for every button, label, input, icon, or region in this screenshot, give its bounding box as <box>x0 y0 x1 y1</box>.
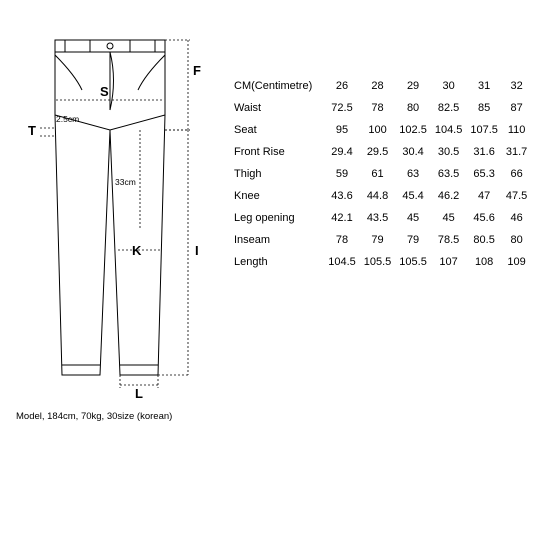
table-cell: 105.5 <box>360 251 396 273</box>
table-cell: 80.5 <box>466 229 502 251</box>
table-cell: 78 <box>360 97 396 119</box>
table-cell: Length <box>230 251 324 273</box>
label-f: F <box>193 63 201 78</box>
table-cell: Inseam <box>230 229 324 251</box>
table-cell: 45.6 <box>466 207 502 229</box>
table-cell: Seat <box>230 119 324 141</box>
table-cell: 43.5 <box>360 207 396 229</box>
table-cell: 30.4 <box>395 141 431 163</box>
main-container: S F T 2.5cm 33cm K I L Model, 184cm, 70k… <box>0 0 554 432</box>
label-k: K <box>132 243 142 258</box>
pants-diagram-panel: S F T 2.5cm 33cm K I L Model, 184cm, 70k… <box>10 20 220 422</box>
table-row: Seat95100102.5104.5107.5110 <box>230 119 531 141</box>
table-cell: 80 <box>502 229 531 251</box>
table-cell: 102.5 <box>395 119 431 141</box>
table-cell: 82.5 <box>431 97 467 119</box>
table-header-cell: 28 <box>360 75 396 97</box>
table-cell: 44.8 <box>360 185 396 207</box>
table-cell: 108 <box>466 251 502 273</box>
table-cell: 45.4 <box>395 185 431 207</box>
size-table-panel: CM(Centimetre)262829303132Waist72.578808… <box>220 20 531 273</box>
label-t-cm: 2.5cm <box>56 114 79 124</box>
table-cell: 42.1 <box>324 207 360 229</box>
table-header-row: CM(Centimetre)262829303132 <box>230 75 531 97</box>
label-s: S <box>100 84 109 99</box>
table-header-cell: 30 <box>431 75 467 97</box>
table-cell: 79 <box>360 229 396 251</box>
table-cell: 66 <box>502 163 531 185</box>
table-header-cell: 26 <box>324 75 360 97</box>
table-cell: 109 <box>502 251 531 273</box>
table-cell: 46.2 <box>431 185 467 207</box>
table-cell: 29.4 <box>324 141 360 163</box>
table-cell: 107.5 <box>466 119 502 141</box>
table-row: Knee43.644.845.446.24747.5 <box>230 185 531 207</box>
table-cell: Leg opening <box>230 207 324 229</box>
table-cell: Waist <box>230 97 324 119</box>
table-cell: 47 <box>466 185 502 207</box>
table-cell: 31.7 <box>502 141 531 163</box>
table-cell: 65.3 <box>466 163 502 185</box>
table-cell: 79 <box>395 229 431 251</box>
size-table: CM(Centimetre)262829303132Waist72.578808… <box>230 75 531 273</box>
label-t: T <box>28 123 36 138</box>
table-cell: 45 <box>431 207 467 229</box>
table-cell: 80 <box>395 97 431 119</box>
table-cell: 72.5 <box>324 97 360 119</box>
table-header-cell: 31 <box>466 75 502 97</box>
table-cell: 46 <box>502 207 531 229</box>
table-cell: 31.6 <box>466 141 502 163</box>
table-header-cell: 32 <box>502 75 531 97</box>
table-cell: Front Rise <box>230 141 324 163</box>
table-cell: 104.5 <box>324 251 360 273</box>
table-cell: 100 <box>360 119 396 141</box>
table-cell: 47.5 <box>502 185 531 207</box>
pants-schematic: S F T 2.5cm 33cm K I L <box>10 20 210 400</box>
table-cell: 29.5 <box>360 141 396 163</box>
table-cell: 30.5 <box>431 141 467 163</box>
table-row: Length104.5105.5105.5107108109 <box>230 251 531 273</box>
table-header-cell: CM(Centimetre) <box>230 75 324 97</box>
table-cell: 104.5 <box>431 119 467 141</box>
table-cell: 78.5 <box>431 229 467 251</box>
table-cell: Thigh <box>230 163 324 185</box>
table-cell: 59 <box>324 163 360 185</box>
table-cell: 45 <box>395 207 431 229</box>
table-cell: 87 <box>502 97 531 119</box>
table-cell: 107 <box>431 251 467 273</box>
table-cell: 43.6 <box>324 185 360 207</box>
table-row: Front Rise29.429.530.430.531.631.7 <box>230 141 531 163</box>
table-row: Waist72.5788082.58587 <box>230 97 531 119</box>
table-cell: Knee <box>230 185 324 207</box>
table-cell: 105.5 <box>395 251 431 273</box>
table-row: Thigh59616363.565.366 <box>230 163 531 185</box>
table-cell: 85 <box>466 97 502 119</box>
table-cell: 78 <box>324 229 360 251</box>
table-row: Inseam78797978.580.580 <box>230 229 531 251</box>
label-thigh-cm: 33cm <box>115 177 136 187</box>
table-cell: 95 <box>324 119 360 141</box>
table-cell: 63 <box>395 163 431 185</box>
table-row: Leg opening42.143.5454545.646 <box>230 207 531 229</box>
table-header-cell: 29 <box>395 75 431 97</box>
table-cell: 63.5 <box>431 163 467 185</box>
table-cell: 61 <box>360 163 396 185</box>
label-l: L <box>135 386 143 400</box>
label-i: I <box>195 243 199 258</box>
table-cell: 110 <box>502 119 531 141</box>
model-note: Model, 184cm, 70kg, 30size (korean) <box>16 411 220 422</box>
